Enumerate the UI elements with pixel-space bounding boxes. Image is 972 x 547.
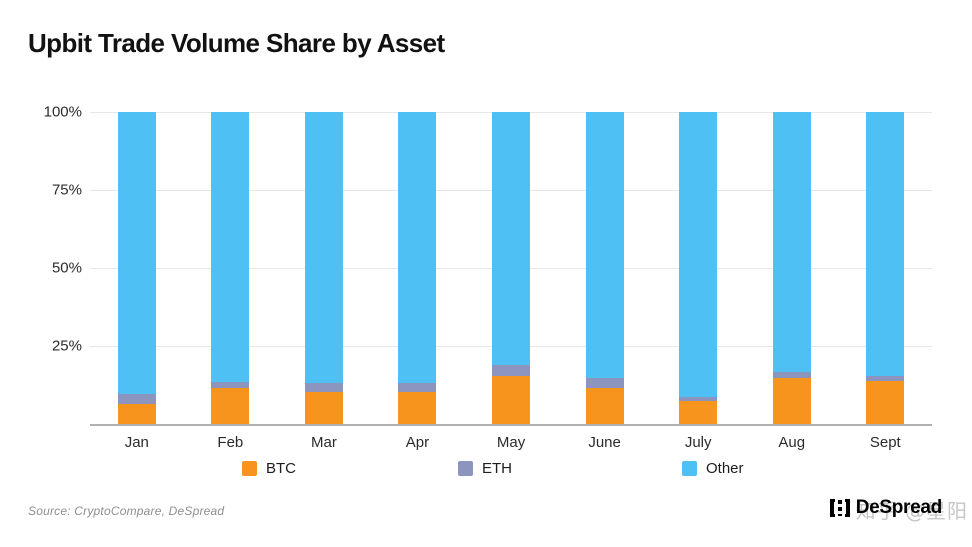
y-tick-label-75: 75% [51, 181, 82, 199]
bar-segment-june-eth [585, 378, 624, 389]
bar-segment-sept-btc [866, 380, 905, 424]
x-tick-label-mar: Mar [310, 434, 337, 451]
chart-title: Upbit Trade Volume Share by Asset [28, 28, 445, 58]
bar-may [491, 112, 530, 424]
bar-segment-jan-btc [117, 403, 156, 424]
y-axis: 100% 75% 50% 25% [0, 0, 82, 547]
x-tick-label-june: June [588, 434, 621, 451]
bar-feb [211, 112, 250, 424]
legend-label-btc: BTC [266, 460, 296, 477]
bar-aug [772, 112, 811, 424]
legend-label-eth: ETH [482, 460, 512, 477]
bar-segment-sept-other [866, 112, 905, 376]
despread-logo-icon [829, 499, 850, 517]
y-tick-label-25: 25% [51, 337, 82, 355]
bar-segment-june-other [585, 112, 624, 379]
despread-logo-text: DeSpread [855, 497, 943, 518]
legend: BTC ETH Other [90, 460, 932, 484]
bar-jan [117, 112, 156, 424]
bar-segment-aug-btc [772, 377, 811, 424]
bar-segment-june-btc [585, 388, 624, 424]
bar-segment-apr-other [398, 112, 437, 383]
x-tick-label-apr: Apr [405, 434, 430, 451]
zhihu-watermark: 知乎 @星阳 [855, 499, 968, 523]
bar-segment-feb-other [211, 112, 250, 382]
legend-swatch-other [682, 461, 697, 476]
legend-item-btc: BTC [242, 460, 296, 477]
x-tick-label-sept: Sept [869, 434, 901, 451]
bar-apr [398, 112, 437, 424]
x-tick-label-feb: Feb [217, 434, 244, 451]
source-text: Source: CryptoCompare, DeSpread [28, 504, 225, 518]
despread-logo: DeSpread [829, 497, 943, 519]
x-tick-label-may: May [496, 434, 526, 451]
bar-segment-feb-btc [211, 387, 250, 424]
x-tick-label-jan: Jan [124, 434, 149, 451]
legend-swatch-btc [242, 461, 257, 476]
bar-segment-jan-eth [117, 394, 156, 404]
bar-segment-july-eth [679, 397, 718, 401]
bar-sept [866, 112, 905, 424]
bar-segment-apr-btc [398, 391, 437, 424]
bar-segment-mar-btc [304, 391, 343, 424]
legend-item-eth: ETH [458, 460, 512, 477]
bar-segment-may-eth [491, 365, 530, 376]
bar-june [585, 112, 624, 424]
bar-segment-july-btc [679, 400, 718, 424]
x-axis: Jan Feb Mar Apr May June July Aug Sept [90, 434, 932, 451]
x-tick-label-july: July [684, 434, 712, 451]
bar-segment-apr-eth [398, 382, 437, 392]
bar-segment-aug-other [772, 112, 811, 372]
y-tick-label-50: 50% [51, 259, 82, 277]
bar-segment-feb-eth [211, 381, 250, 388]
bar-segment-may-btc [491, 375, 530, 424]
bar-segment-mar-other [304, 112, 343, 383]
bar-segment-mar-eth [304, 382, 343, 392]
bars-container [90, 112, 932, 424]
bar-mar [304, 112, 343, 424]
legend-label-other: Other [706, 460, 744, 477]
bar-segment-aug-eth [772, 371, 811, 378]
y-tick-label-100: 100% [43, 103, 82, 121]
bar-segment-jan-other [117, 112, 156, 395]
x-tick-label-aug: Aug [778, 434, 806, 451]
legend-item-other: Other [682, 460, 744, 477]
bar-segment-may-other [491, 112, 530, 366]
bar-segment-july-other [679, 112, 718, 398]
legend-swatch-eth [458, 461, 473, 476]
bar-segment-sept-eth [866, 375, 905, 381]
bar-july [679, 112, 718, 424]
plot-area [90, 112, 932, 426]
